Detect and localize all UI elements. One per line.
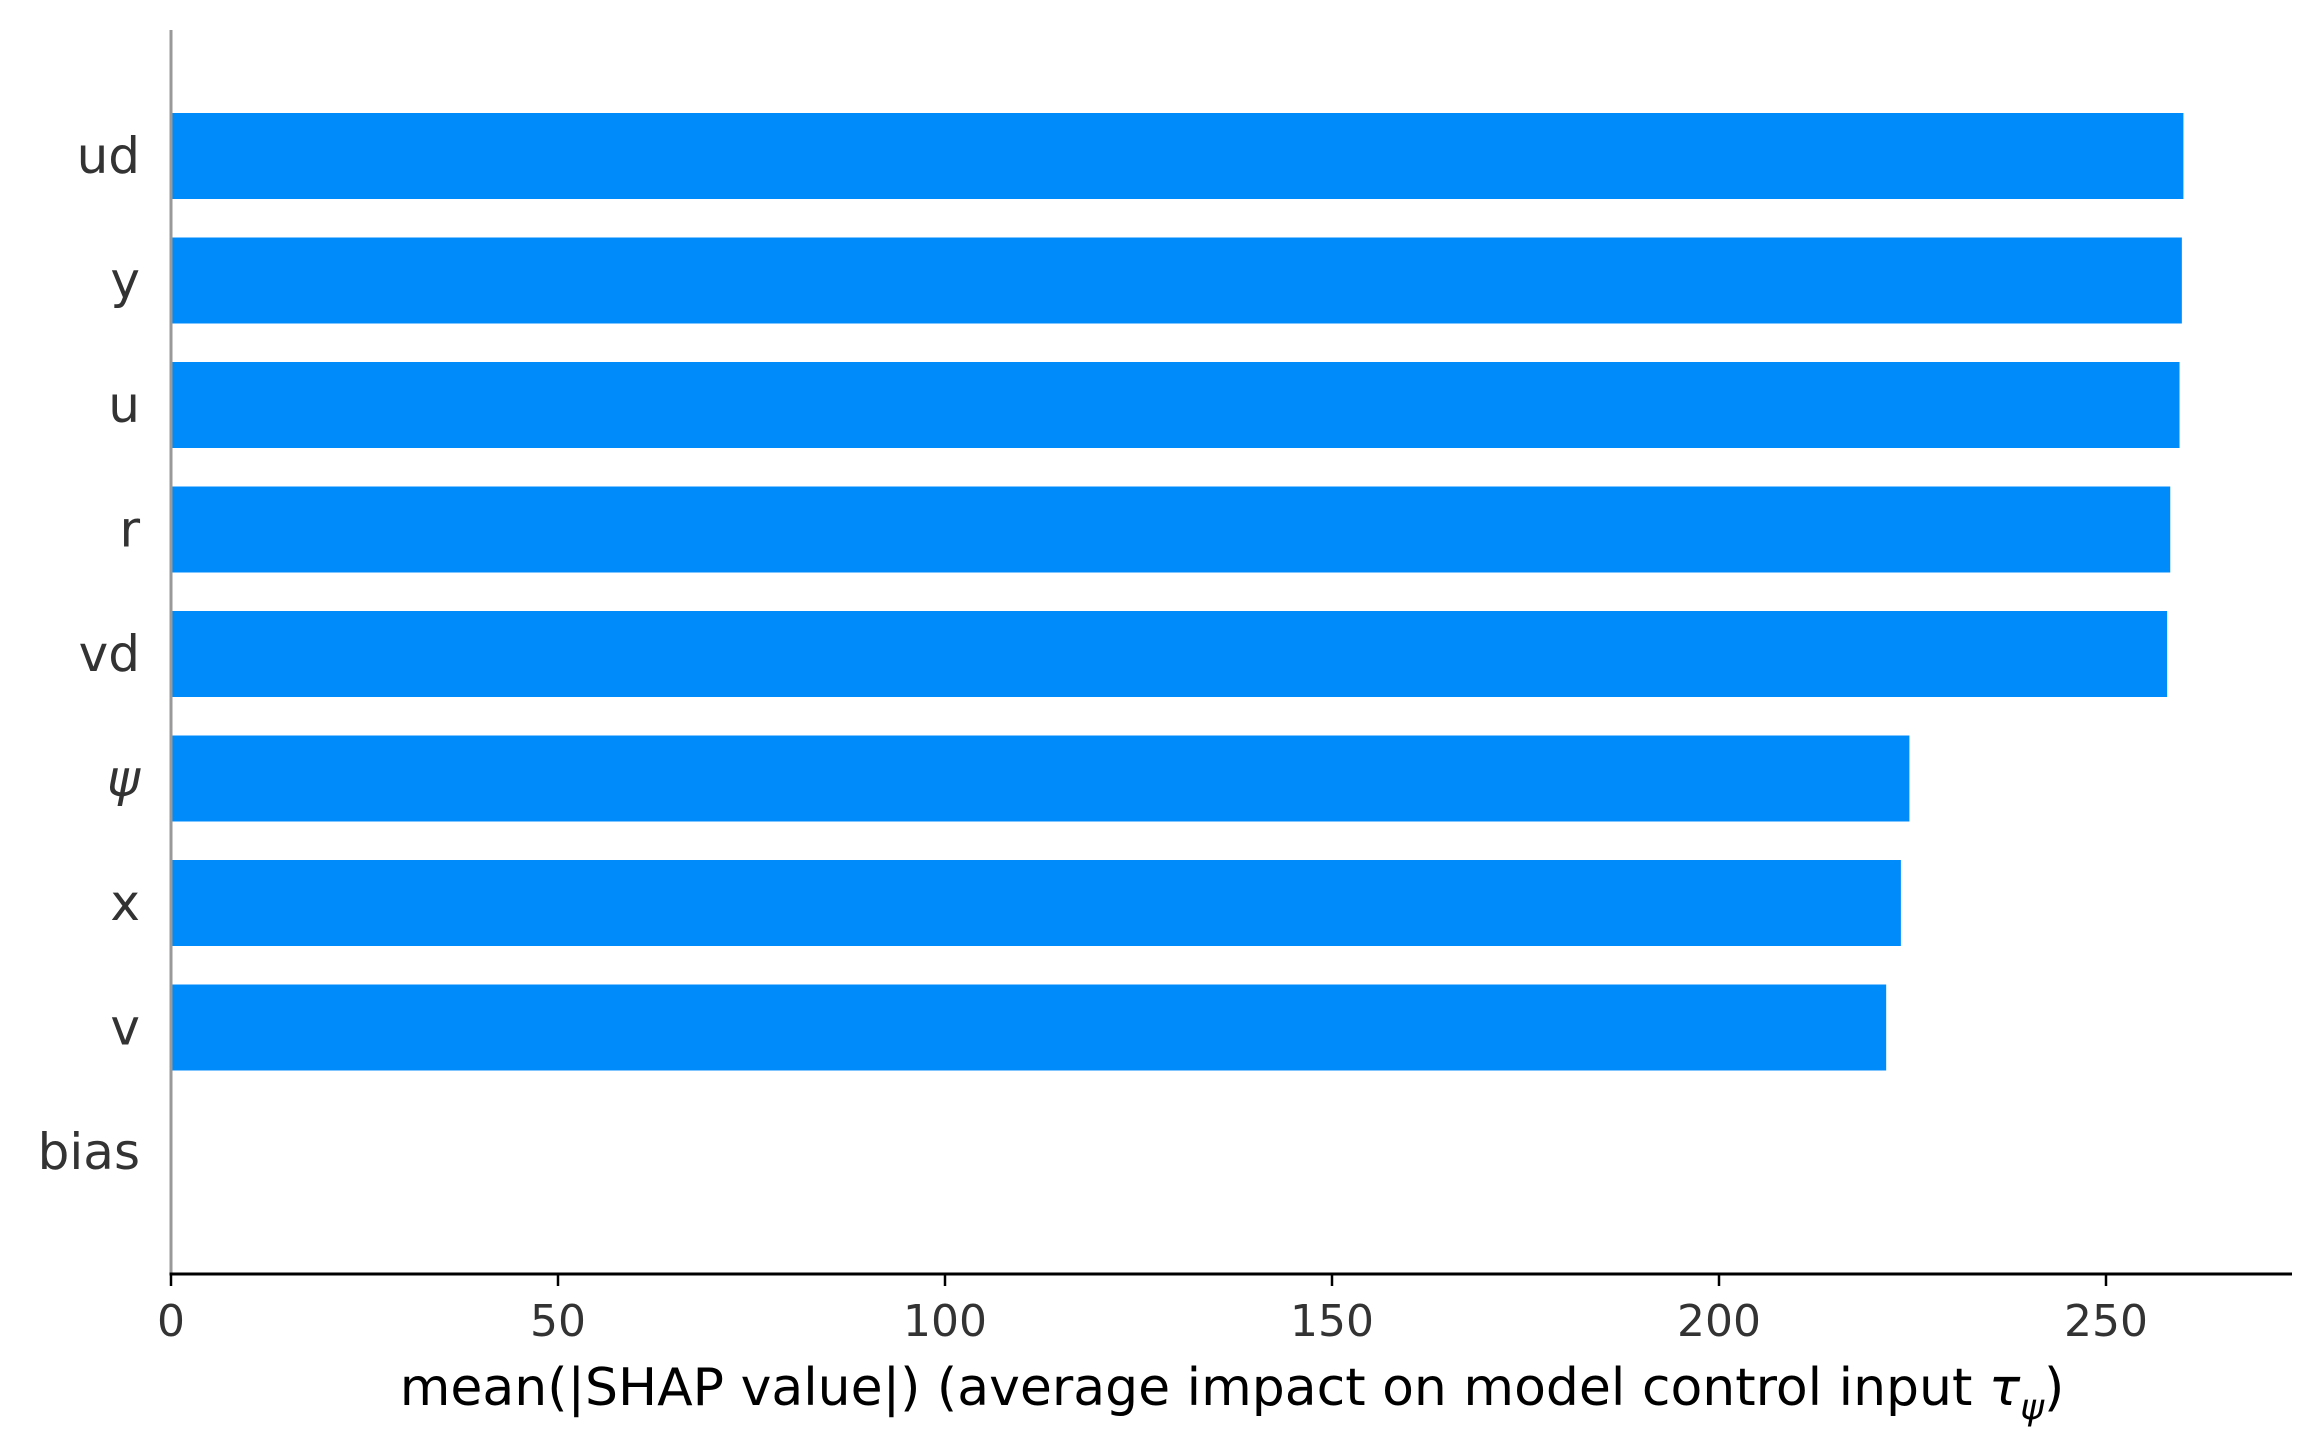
y-tick-label-ud: ud xyxy=(77,127,140,185)
x-axis-label-text: mean(|SHAP value|) (average impact on mo… xyxy=(400,1358,1989,1418)
bar-y xyxy=(171,237,2182,324)
bar-psi xyxy=(171,735,1910,822)
bar-x xyxy=(171,860,1901,946)
bar-vd xyxy=(171,611,2168,697)
bars-group xyxy=(171,113,2184,1071)
y-tick-label-x: x xyxy=(110,874,140,932)
x-ticks: 0 50 100 150 200 250 xyxy=(157,1274,2148,1347)
y-tick-labels: ud y u r vd ψ x v bias xyxy=(38,127,141,1181)
bar-r xyxy=(171,486,2171,573)
y-tick-label-psi: ψ xyxy=(107,750,141,808)
x-tick-label-200: 200 xyxy=(1677,1296,1761,1347)
x-tick-label-100: 100 xyxy=(903,1296,987,1347)
y-tick-label-u: u xyxy=(108,376,140,434)
x-axis-label-symbol: τ xyxy=(1989,1358,2021,1418)
y-tick-label-vd: vd xyxy=(79,625,140,683)
x-tick-label-50: 50 xyxy=(530,1296,586,1347)
bar-ud xyxy=(171,113,2184,199)
y-tick-label-y: y xyxy=(110,252,140,310)
x-axis-label-close: ) xyxy=(2044,1358,2064,1418)
y-tick-label-v: v xyxy=(110,999,140,1057)
x-axis-label-subscript: ψ xyxy=(2020,1387,2045,1428)
x-axis-label: mean(|SHAP value|) (average impact on mo… xyxy=(400,1358,2065,1428)
bar-u xyxy=(171,362,2180,448)
y-tick-label-r: r xyxy=(119,501,140,559)
x-tick-label-250: 250 xyxy=(2064,1296,2148,1347)
y-tick-label-bias: bias xyxy=(38,1123,140,1181)
x-tick-label-150: 150 xyxy=(1290,1296,1374,1347)
bar-v xyxy=(171,984,1887,1071)
x-tick-label-0: 0 xyxy=(157,1296,185,1347)
